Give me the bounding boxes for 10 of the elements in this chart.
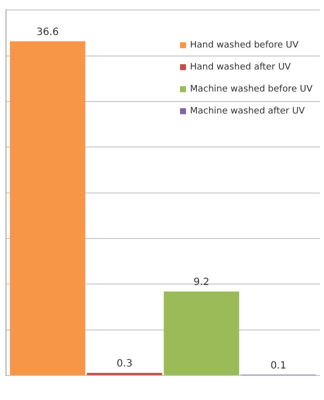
legend-label: Hand washed after UV [190,62,292,73]
data-label: 9.2 [194,277,210,288]
data-label: 0.3 [116,358,132,370]
legend-label: Machine washed before UV [190,84,314,95]
legend-label: Hand washed before UV [190,40,300,51]
bar [164,292,240,376]
bar [10,41,86,376]
data-label: 36.6 [36,26,59,38]
legend-label: Machine washed after UV [190,106,306,117]
data-label: 0.1 [270,360,286,372]
